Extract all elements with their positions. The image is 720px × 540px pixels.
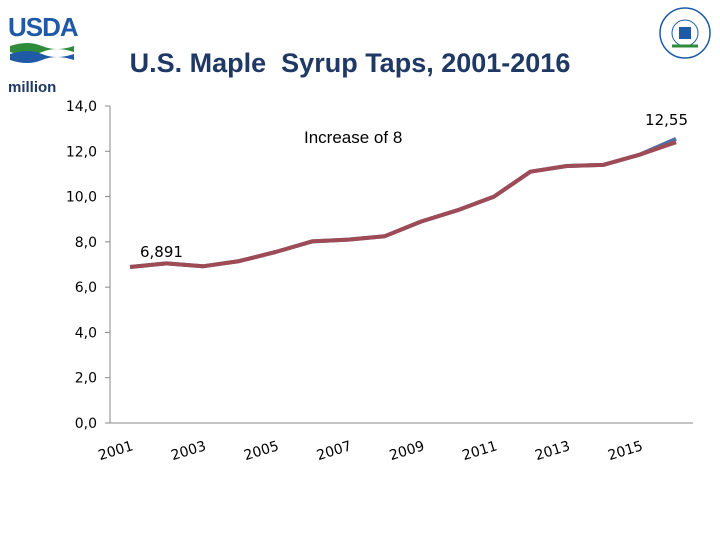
y-tick-label: 0,0: [75, 416, 97, 432]
y-tick-label: 2,0: [75, 371, 97, 387]
x-tick-label: 2007: [315, 438, 354, 464]
x-tick-label: 2009: [388, 438, 427, 464]
x-tick-label: 2003: [169, 438, 208, 464]
x-tick-label: 2005: [242, 438, 281, 464]
usda-logo-mark: [10, 43, 74, 63]
usda-logo-text: USDA: [8, 12, 79, 42]
series-lines: [129, 136, 677, 269]
y-axis-unit-label: million: [8, 79, 57, 96]
x-tick-label: 2011: [460, 438, 499, 464]
y-tick-label: 8,0: [75, 235, 97, 251]
chart-title: U.S. Maple Syrup Taps, 2001-2016: [129, 48, 571, 78]
data-label-start: 6,891: [140, 243, 183, 261]
y-tick-label: 6,0: [75, 280, 97, 296]
x-tick-label: 2015: [606, 438, 645, 464]
y-tick-label: 10,0: [66, 190, 97, 206]
data-label-end: 12,55: [645, 111, 688, 129]
y-tick-label: 4,0: [75, 325, 97, 341]
y-axis-ticks: 0,0 2,0 4,0 6,0 8,0 10,0 12,0 14,0: [66, 99, 110, 432]
series-line-2: [129, 140, 677, 269]
x-axis-ticks: 2001 2003 2005 2007 2009 2011 2013 2015: [96, 438, 644, 464]
increase-annotation: Increase of 8: [304, 128, 402, 147]
x-tick-label: 2001: [96, 438, 135, 464]
usda-logo: USDA: [8, 6, 79, 64]
y-tick-label: 14,0: [66, 99, 97, 115]
x-tick-label: 2013: [533, 438, 572, 464]
y-tick-label: 12,0: [66, 144, 97, 160]
agriculture-counts-seal: [658, 6, 712, 60]
series-line-1: [129, 136, 677, 269]
